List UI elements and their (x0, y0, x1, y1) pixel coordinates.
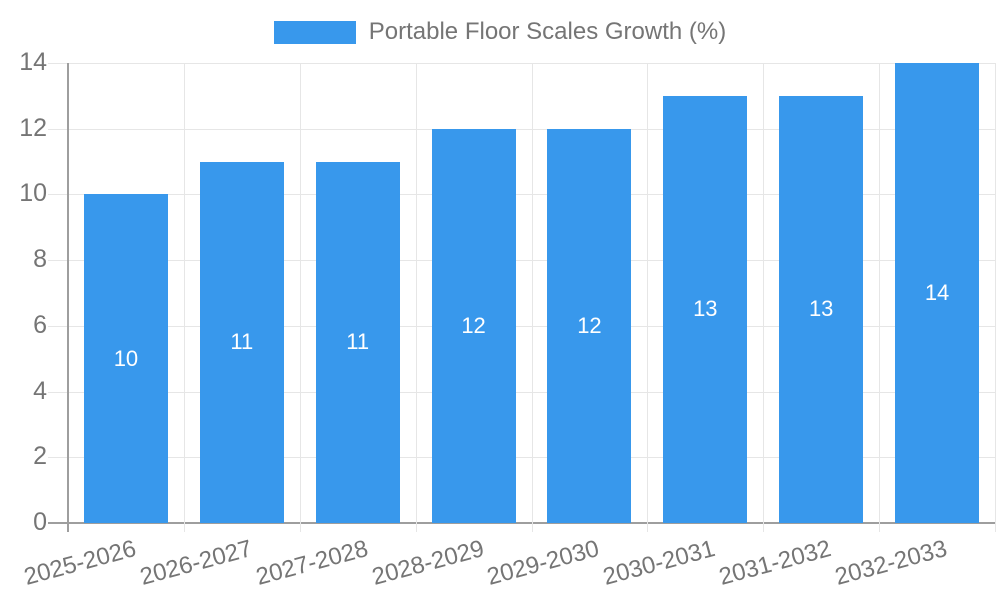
bar-value-label: 14 (924, 280, 950, 305)
bar[interactable]: 14 (895, 63, 980, 523)
legend-swatch (273, 20, 356, 44)
y-tick-label: 14 (19, 47, 47, 76)
bar-value-label: 13 (693, 296, 718, 322)
v-gridline (879, 63, 881, 532)
bar-value-label: 11 (346, 329, 370, 355)
v-gridline (995, 63, 996, 532)
y-tick-label: 10 (19, 179, 47, 208)
x-axis-line (48, 522, 995, 524)
y-tick-label: 4 (33, 376, 47, 405)
bar[interactable]: 11 (315, 161, 400, 523)
bar-value-label: 11 (230, 329, 254, 355)
h-gridline (48, 260, 995, 262)
y-tick-label: 6 (33, 310, 47, 339)
y-axis-line (67, 63, 69, 532)
plot-area: 0 2 4 6 8 10 12 14 10 11 11 12 12 13 13 14 2025-2026 2026… (19, 48, 996, 591)
bar-value-label: 12 (577, 312, 602, 338)
bar[interactable]: 13 (663, 95, 748, 523)
v-gridline (299, 63, 301, 532)
bar-value-label: 10 (113, 345, 139, 371)
y-tick-label: 2 (33, 442, 47, 471)
v-gridline (763, 63, 765, 532)
bar[interactable]: 12 (431, 128, 516, 523)
h-gridline (48, 325, 995, 327)
v-gridline (183, 63, 185, 532)
h-gridline (48, 457, 995, 459)
h-gridline (48, 391, 995, 393)
bar[interactable]: 11 (199, 161, 284, 523)
v-gridline (415, 63, 417, 532)
bar[interactable]: 12 (547, 128, 632, 523)
h-gridline (48, 194, 995, 196)
h-gridline (48, 63, 995, 64)
bar[interactable]: 13 (779, 95, 864, 523)
v-gridline (647, 63, 649, 532)
h-gridline (48, 128, 995, 130)
y-tick-label: 12 (19, 113, 47, 142)
bar-value-label: 13 (808, 296, 834, 322)
legend-label: Portable Floor Scales Growth (%) (368, 18, 727, 45)
y-tick-label: 0 (33, 507, 47, 536)
bar[interactable]: 10 (83, 194, 168, 523)
legend[interactable]: Portable Floor Scales Growth (%) (0, 18, 1000, 46)
v-gridline (531, 63, 533, 532)
y-tick-label: 8 (33, 245, 47, 274)
bar-value-label: 12 (461, 312, 486, 338)
